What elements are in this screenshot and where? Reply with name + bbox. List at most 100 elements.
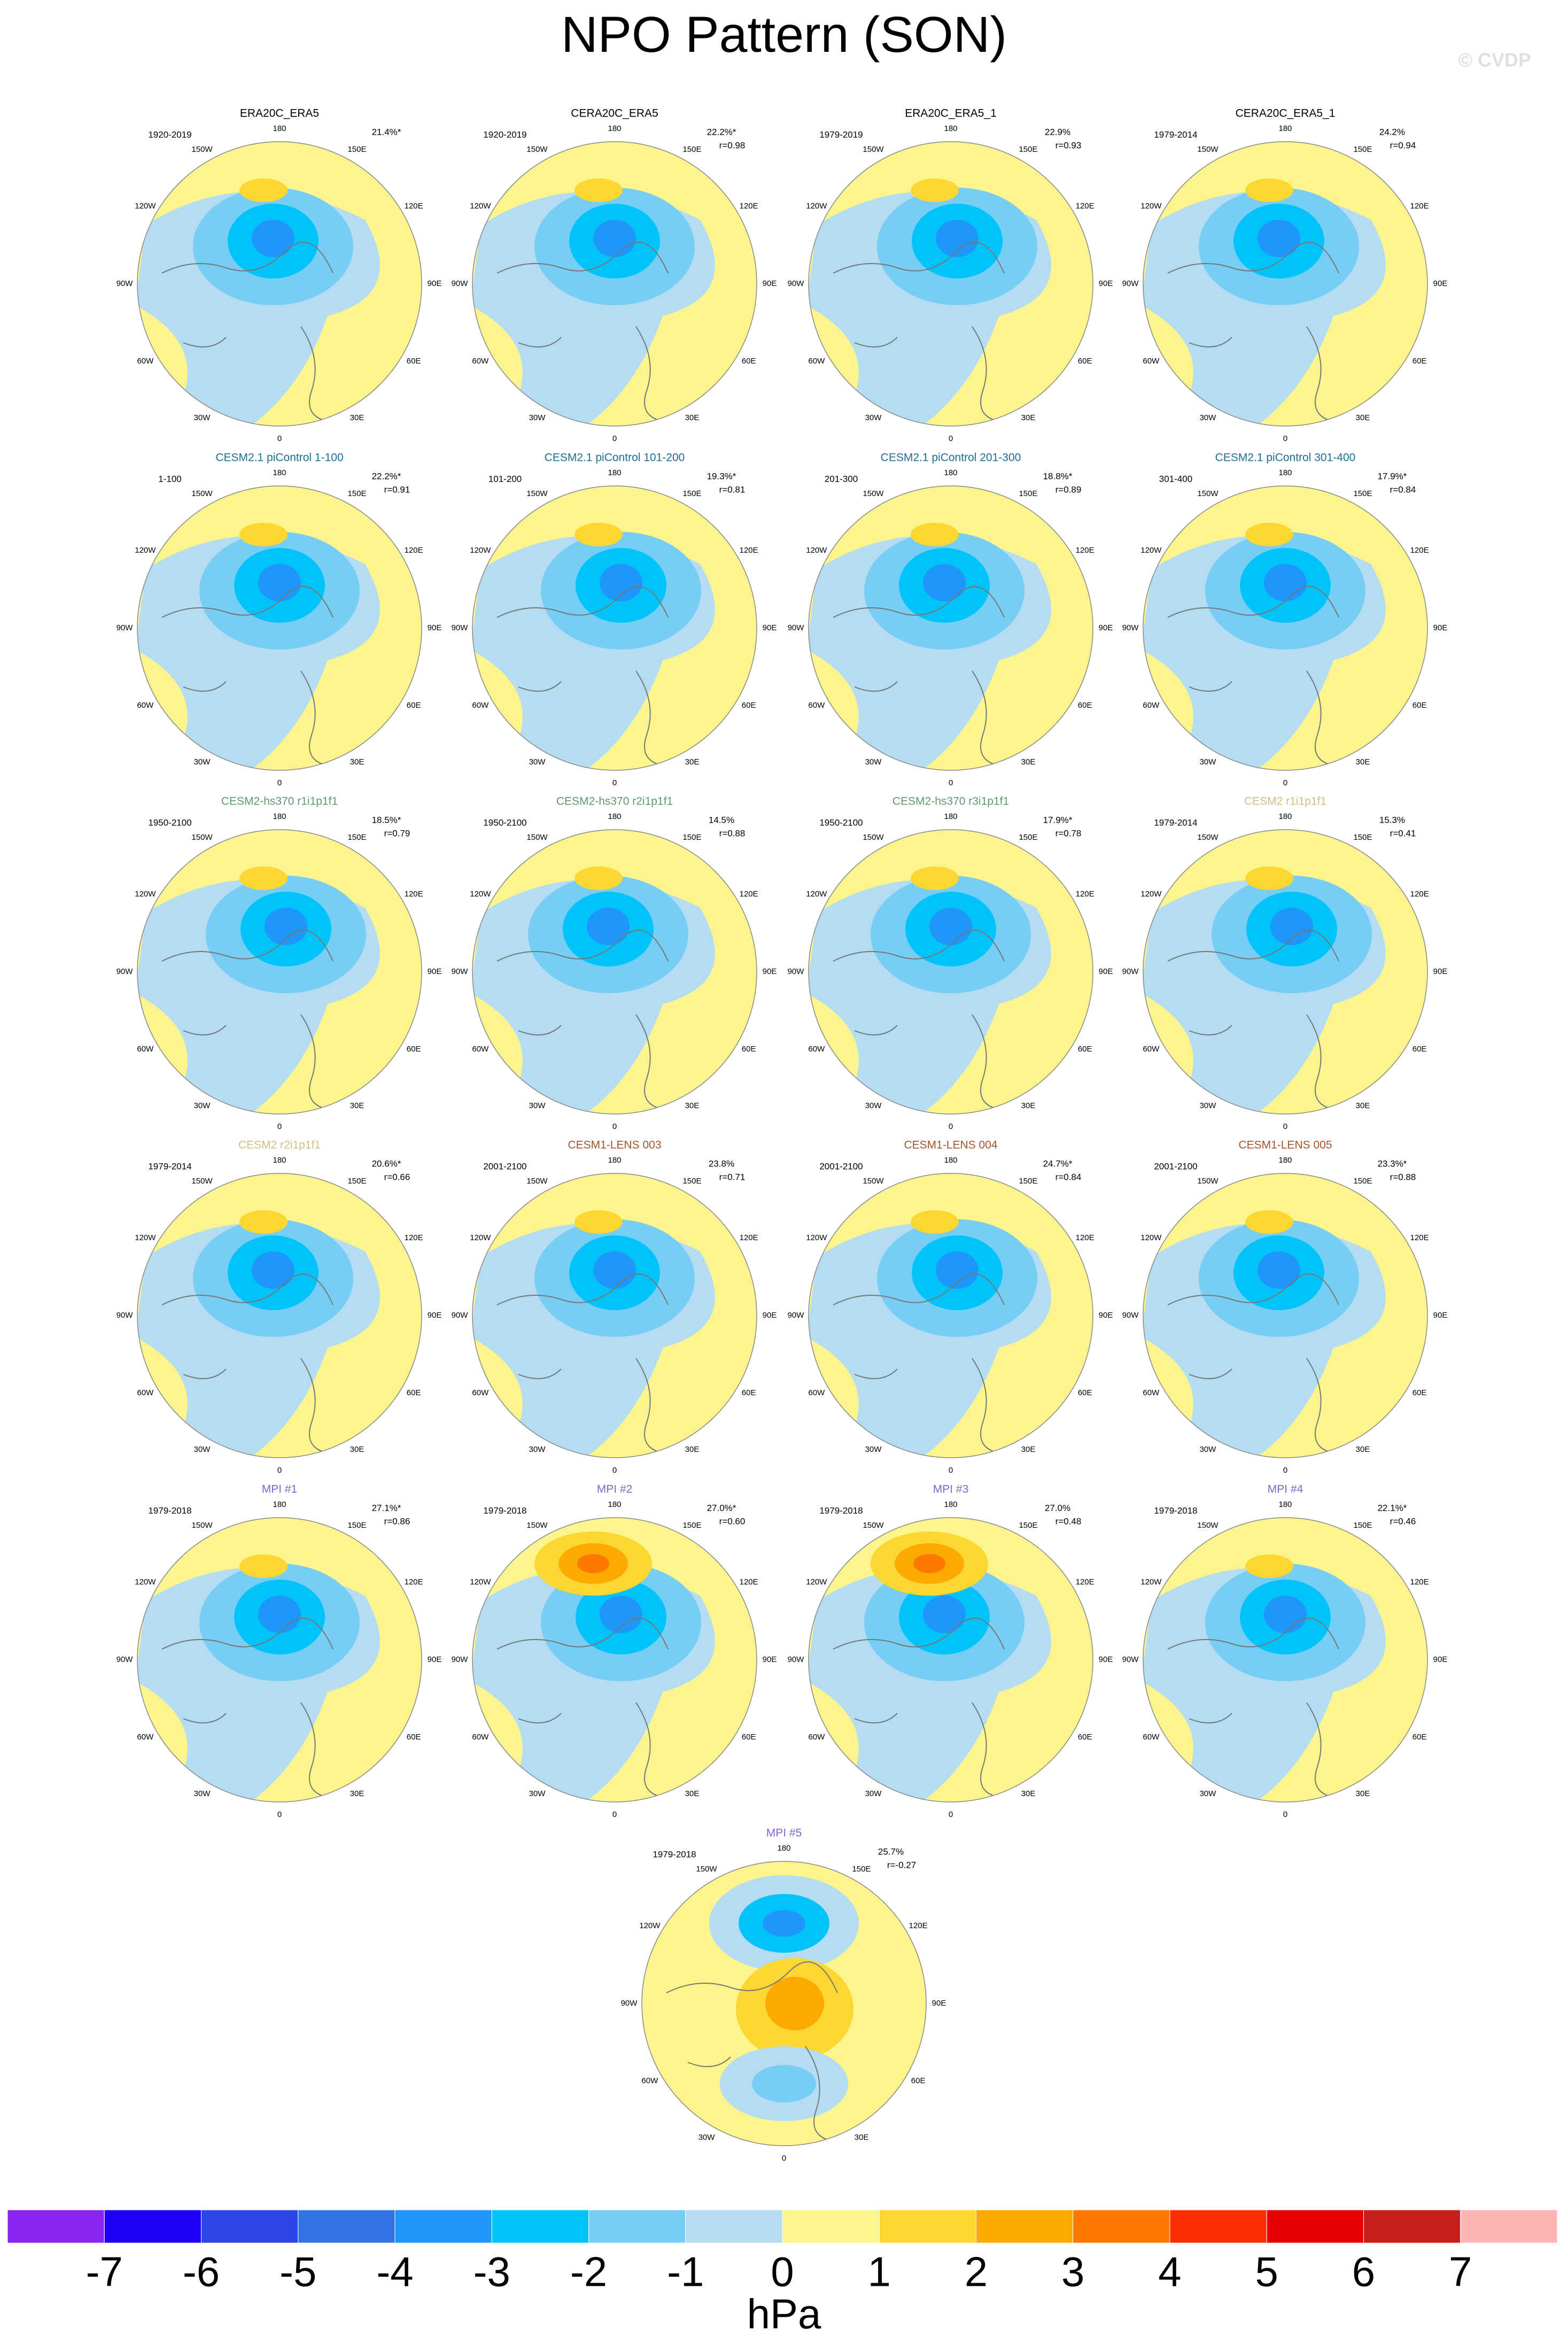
map-panel: 180 150E 120E 90E 60E 30E 0 30W 60W 90W 120W 150W MP… — [1122, 1483, 1448, 1819]
longitude-label: 30E — [1356, 1101, 1370, 1110]
longitude-label: 120E — [1076, 202, 1095, 211]
longitude-label: 90E — [428, 623, 442, 632]
longitude-label: 150E — [347, 1521, 366, 1530]
period: 1979-2018 — [819, 1505, 863, 1515]
longitude-label: 150W — [526, 1177, 548, 1186]
longitude-label: 180 — [273, 468, 286, 477]
panel-title: MPI #5 — [766, 1827, 802, 1839]
longitude-label: 0 — [612, 434, 617, 443]
map-panel: 180 150E 120E 90E 60E 30E 0 30W 60W 90W 120W 150W ER… — [117, 107, 442, 443]
longitude-label: 90W — [1122, 967, 1139, 976]
longitude-label: 30E — [1021, 1101, 1036, 1110]
longitude-label: 150E — [682, 489, 701, 498]
longitude-label: 90W — [452, 967, 469, 976]
map-field — [642, 1861, 926, 2146]
map-border — [137, 141, 422, 427]
colorbar-box — [1363, 2209, 1461, 2244]
longitude-label: 90W — [117, 1655, 134, 1664]
colorbar-tick-label: 6 — [1352, 2248, 1375, 2295]
longitude-label: 60E — [407, 1045, 421, 1054]
map-field — [809, 486, 1093, 770]
longitude-label: 150W — [863, 1177, 884, 1186]
longitude-label: 30E — [1021, 1445, 1036, 1454]
map-panel: 180 150E 120E 90E 60E 30E 0 30W 60W 90W 120W 150W CE… — [788, 795, 1113, 1131]
pattern-corr: r=0.48 — [1055, 1516, 1082, 1526]
colorbar-box — [298, 2209, 395, 2244]
longitude-label: 60E — [742, 1388, 756, 1397]
longitude-label: 0 — [277, 434, 282, 443]
variance-pct: 22.1%* — [1378, 1503, 1407, 1513]
longitude-label: 60W — [472, 1388, 489, 1397]
longitude-label: 120E — [1410, 202, 1429, 211]
longitude-label: 30E — [685, 757, 700, 767]
longitude-label: 60E — [1412, 357, 1427, 366]
longitude-label: 60W — [137, 1388, 154, 1397]
longitude-label: 150E — [347, 833, 366, 842]
map-field — [472, 486, 757, 770]
longitude-label: 60E — [742, 1733, 756, 1742]
longitude-label: 180 — [273, 1156, 286, 1165]
pattern-corr: r=0.89 — [1055, 484, 1082, 494]
panel-title: MPI #3 — [933, 1483, 969, 1496]
longitude-label: 60W — [808, 1045, 825, 1054]
longitude-label: 90W — [1122, 1311, 1139, 1320]
longitude-label: 0 — [1283, 1810, 1287, 1819]
longitude-label: 150E — [347, 145, 366, 154]
longitude-label: 120W — [1140, 202, 1162, 211]
panel-title: CESM1-LENS 004 — [904, 1139, 997, 1151]
longitude-label: 150E — [682, 1177, 701, 1186]
longitude-label: 180 — [273, 1500, 286, 1509]
longitude-label: 120E — [1076, 1233, 1095, 1242]
map-border — [808, 1173, 1093, 1458]
pattern-corr: r=0.66 — [384, 1172, 410, 1182]
variance-pct: 18.5%* — [372, 815, 401, 825]
map-field — [1143, 830, 1427, 1114]
longitude-label: 60E — [1078, 357, 1092, 366]
panel-title: CESM1-LENS 005 — [1238, 1139, 1332, 1151]
longitude-label: 90E — [763, 967, 777, 976]
period: 1979-2018 — [1154, 1505, 1197, 1515]
colorbar-box — [1073, 2209, 1170, 2244]
longitude-label: 120W — [135, 890, 156, 899]
colorbar-box — [491, 2209, 589, 2244]
longitude-label: 30E — [350, 1445, 364, 1454]
longitude-label: 30W — [529, 1789, 546, 1798]
map-border — [137, 829, 422, 1115]
panel-title: CERA20C_ERA5_1 — [1236, 107, 1336, 120]
longitude-label: 120E — [1410, 1233, 1429, 1242]
longitude-label: 90E — [428, 967, 442, 976]
longitude-label: 180 — [1278, 1156, 1292, 1165]
longitude-label: 150E — [852, 1865, 871, 1874]
longitude-label: 180 — [608, 1500, 621, 1509]
period: 2001-2100 — [483, 1161, 526, 1171]
longitude-label: 120W — [806, 202, 827, 211]
panel-title: CERA20C_ERA5 — [571, 107, 658, 120]
variance-pct: 24.7%* — [1043, 1158, 1073, 1169]
longitude-label: 0 — [949, 778, 953, 787]
colorbar-box — [782, 2209, 880, 2244]
pattern-corr: r=0.78 — [1055, 828, 1082, 838]
colorbar-box — [394, 2209, 492, 2244]
longitude-label: 120W — [135, 202, 156, 211]
map-field — [472, 1518, 757, 1802]
map-panel: 180 150E 120E 90E 60E 30E 0 30W 60W 90W 120W 150W CE… — [1122, 107, 1448, 443]
map-field — [472, 830, 757, 1114]
variance-pct: 23.3%* — [1378, 1158, 1407, 1169]
longitude-label: 60W — [472, 701, 489, 710]
longitude-label: 120W — [470, 1577, 491, 1587]
colorbar-tick-label: 1 — [868, 2248, 891, 2295]
longitude-label: 30W — [1200, 1101, 1217, 1110]
longitude-label: 30W — [698, 2133, 716, 2142]
longitude-label: 30E — [685, 413, 700, 422]
longitude-label: 90W — [1122, 623, 1139, 632]
colorbar-tick-label: 3 — [1061, 2248, 1084, 2295]
longitude-label: 30W — [1200, 1445, 1217, 1454]
longitude-label: 60W — [808, 701, 825, 710]
longitude-label: 120E — [405, 1233, 423, 1242]
map-border — [1143, 829, 1428, 1115]
longitude-label: 150W — [526, 1521, 548, 1530]
longitude-label: 150E — [1353, 1521, 1372, 1530]
longitude-label: 30E — [1356, 413, 1370, 422]
period: 1950-2100 — [148, 817, 191, 828]
longitude-label: 60W — [137, 357, 154, 366]
